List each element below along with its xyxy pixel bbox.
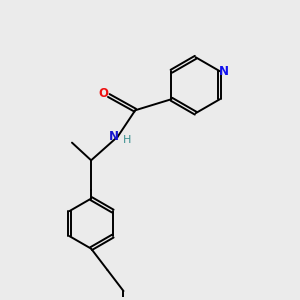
Text: O: O (99, 87, 109, 100)
Text: N: N (109, 130, 119, 143)
Text: H: H (123, 135, 131, 145)
Text: N: N (218, 65, 228, 78)
